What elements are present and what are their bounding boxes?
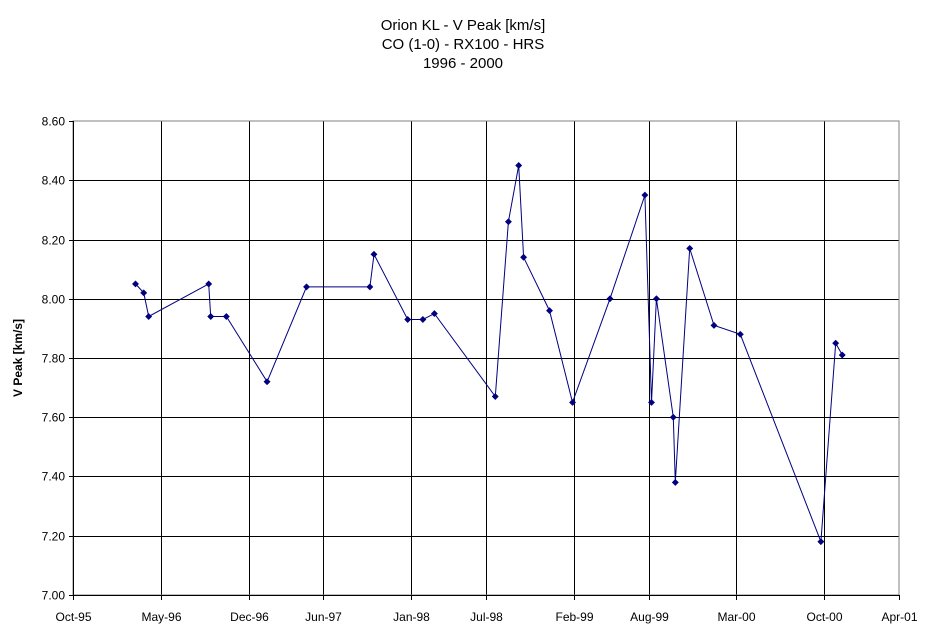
data-point-marker	[491, 392, 499, 401]
data-point-marker	[370, 250, 378, 258]
y-tick-label: 8.00	[42, 293, 66, 307]
data-point-marker	[545, 307, 554, 315]
y-tick-label: 7.20	[42, 530, 66, 544]
y-tick-label: 7.80	[42, 352, 66, 366]
y-axis-title: V Peak [km/s]	[11, 319, 25, 397]
data-point-marker	[606, 295, 614, 303]
data-point-marker	[671, 478, 679, 486]
chart-title-block: Orion KL - V Peak [km/s] CO (1-0) - RX10…	[0, 16, 926, 73]
y-tick-label: 8.40	[42, 174, 66, 188]
x-tick-label: Jun-97	[305, 610, 342, 624]
data-point-marker	[520, 253, 528, 261]
data-point-marker	[419, 315, 427, 324]
x-tick-label: Jul-98	[470, 610, 503, 624]
series-group	[131, 161, 846, 546]
x-tick-label: Apr-01	[881, 610, 917, 624]
data-point-marker	[207, 312, 215, 321]
data-point-marker	[710, 321, 718, 329]
data-point-marker	[686, 244, 694, 252]
gridlines	[73, 121, 899, 595]
x-tick-label: Oct-00	[806, 610, 842, 624]
x-tick-label: Feb-99	[555, 610, 593, 624]
data-point-marker	[641, 191, 649, 199]
data-point-marker	[838, 351, 846, 359]
data-point-marker	[205, 280, 213, 288]
data-point-marker	[832, 339, 840, 347]
chart-subtitle-line-2: 1996 - 2000	[422, 55, 504, 72]
data-point-marker	[652, 295, 660, 303]
axes: 7.00 7.20 7.40 7.60 7.80 8.00 8.20 8.40 8.60 Oct-…	[42, 115, 918, 625]
x-tick-label: Dec-96	[230, 610, 269, 624]
data-point-marker	[366, 283, 374, 291]
data-point-marker	[140, 289, 148, 297]
y-tick-label: 7.60	[42, 411, 66, 425]
x-tick-label: May-96	[141, 610, 181, 624]
data-point-marker	[669, 413, 677, 421]
y-tick-label: 7.40	[42, 470, 66, 484]
data-point-marker	[817, 538, 825, 546]
x-tick-label: Jan-98	[393, 610, 430, 624]
data-point-marker	[302, 283, 311, 291]
data-point-marker	[568, 398, 577, 406]
data-point-marker	[504, 218, 512, 226]
data-point-marker	[145, 312, 153, 321]
data-point-marker	[736, 330, 744, 338]
data-point-marker	[131, 280, 140, 288]
y-tick-label: 8.20	[42, 234, 66, 248]
data-point-marker	[515, 161, 523, 169]
x-tick-label: Oct-95	[55, 610, 91, 624]
y-tick-label: 8.60	[42, 115, 66, 129]
data-point-marker	[263, 378, 271, 386]
chart-title: Orion KL - V Peak [km/s]	[380, 17, 546, 34]
x-tick-label: Aug-99	[630, 610, 669, 624]
data-point-marker	[647, 398, 656, 406]
data-point-marker	[404, 315, 412, 324]
y-tick-label: 7.00	[42, 589, 66, 603]
data-point-marker	[430, 310, 438, 318]
data-point-marker	[222, 312, 230, 321]
x-tick-label: Mar-00	[717, 610, 755, 624]
chart-subtitle-line-1: CO (1-0) - RX100 - HRS	[381, 36, 545, 53]
